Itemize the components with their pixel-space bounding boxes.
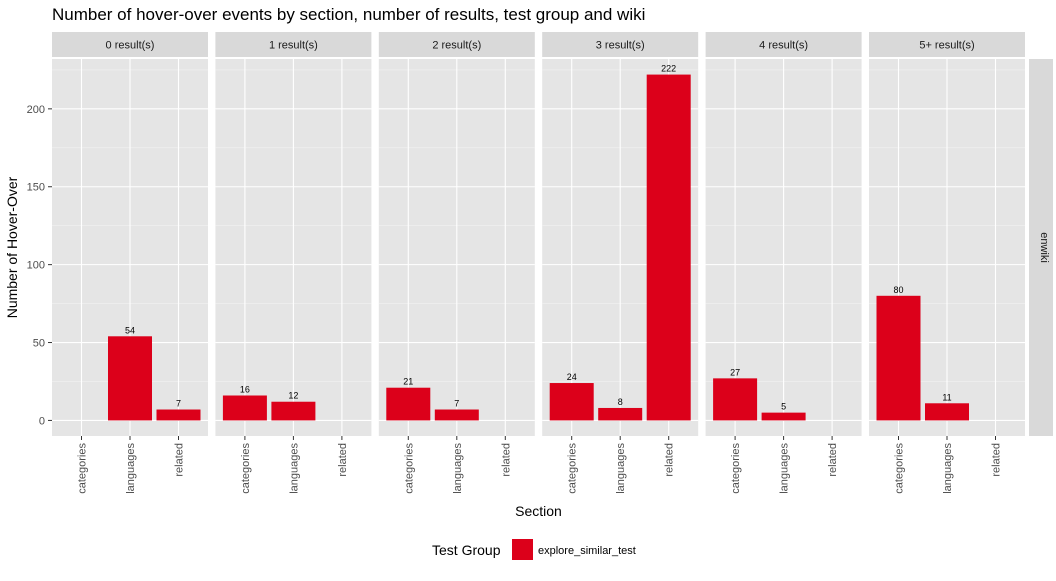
x-tick-label: languages	[288, 443, 300, 494]
bar	[434, 409, 479, 421]
legend-swatch	[512, 539, 533, 560]
x-tick-label: related	[174, 443, 186, 477]
bar-value-label: 24	[567, 372, 577, 382]
y-axis: 0 50 100 150 200	[27, 104, 52, 427]
y-axis-label: Number of Hover-Over	[4, 176, 20, 318]
facet-strip	[542, 32, 699, 57]
bar-value-label: 21	[403, 377, 413, 387]
facet-strip	[378, 32, 535, 57]
facet-panel: 1 result(s) 16 12 categories languages relate…	[215, 32, 372, 494]
bar	[222, 395, 267, 421]
x-tick-label: languages	[125, 443, 137, 494]
x-tick-label: categories	[730, 443, 742, 494]
x-tick-label: categories	[77, 443, 89, 494]
row-strip: enwiki	[1029, 59, 1053, 436]
bar-value-label: 5	[781, 402, 786, 412]
bar-value-label: 11	[942, 392, 951, 402]
y-tick-label: 100	[27, 260, 45, 272]
bar-value-label: 27	[730, 367, 740, 377]
y-tick-label: 0	[39, 415, 45, 427]
facet-strip	[52, 32, 208, 57]
bar	[761, 412, 806, 421]
bar-value-label: 12	[288, 391, 298, 401]
bar-value-label: 16	[240, 384, 250, 394]
x-tick-label: categories	[403, 443, 415, 494]
bar	[271, 401, 316, 421]
facet-panel: 0 result(s) 54 7 categories languages related	[52, 32, 208, 494]
y-tick-label: 50	[33, 338, 45, 350]
bar-value-label: 54	[125, 325, 135, 335]
bar	[925, 403, 969, 421]
row-strip-background	[1029, 59, 1053, 436]
bar	[713, 378, 758, 421]
facet-strip-label: 3 result(s)	[596, 40, 645, 52]
facet-panel: 4 result(s) 27 5 categories languages related	[705, 32, 862, 494]
x-tick-label: languages	[942, 443, 954, 494]
facet-strip	[705, 32, 862, 57]
x-tick-label: categories	[894, 443, 906, 494]
bar	[108, 336, 152, 421]
facet-strip-label: 2 result(s)	[432, 40, 481, 52]
bar	[598, 407, 643, 421]
bar-value-label: 222	[661, 64, 676, 74]
x-tick-label: languages	[452, 443, 464, 494]
x-tick-label: related	[337, 443, 349, 477]
facet-strip-label: 1 result(s)	[269, 40, 318, 52]
facet-panels: 0 result(s) 54 7 categories languages related…	[52, 32, 1025, 494]
legend-entry-label: explore_similar_test	[538, 545, 636, 557]
legend-title: Test Group	[432, 542, 501, 558]
facet-strip-label: 5+ result(s)	[919, 40, 974, 52]
x-tick-label: related	[500, 443, 512, 477]
row-strip-label: enwiki	[1038, 232, 1050, 263]
x-tick-label: categories	[240, 443, 252, 494]
bar	[646, 74, 691, 421]
y-tick-label: 150	[27, 182, 45, 194]
x-tick-label: languages	[779, 443, 791, 494]
facet-strip-label: 4 result(s)	[759, 40, 808, 52]
y-tick-label: 200	[27, 104, 45, 116]
facet-strip-label: 0 result(s)	[106, 40, 155, 52]
bar-value-label: 80	[893, 285, 903, 295]
chart-title: Number of hover-over events by section, …	[52, 5, 645, 24]
bar-value-label: 7	[454, 399, 459, 409]
facet-strip	[869, 32, 1025, 57]
bar-value-label: 7	[176, 399, 181, 409]
facet-panel: 2 result(s) 21 7 categories languages related	[378, 32, 535, 494]
bar	[156, 409, 201, 421]
x-tick-label: related	[991, 443, 1003, 477]
x-tick-label: related	[827, 443, 839, 477]
x-tick-label: categories	[567, 443, 579, 494]
facet-strip	[215, 32, 372, 57]
legend: Test Group explore_similar_test	[432, 539, 636, 560]
bar	[386, 387, 431, 421]
x-tick-label: languages	[615, 443, 627, 494]
x-axis-label: Section	[515, 503, 562, 519]
bar	[876, 295, 921, 421]
x-tick-label: related	[664, 443, 676, 477]
bar-value-label: 8	[618, 397, 623, 407]
facet-panel: 3 result(s) 24 8 222 categories languages rela…	[542, 32, 699, 494]
facet-panel: 5+ result(s) 80 11 categories languages relat…	[869, 32, 1025, 494]
bar	[549, 383, 594, 421]
